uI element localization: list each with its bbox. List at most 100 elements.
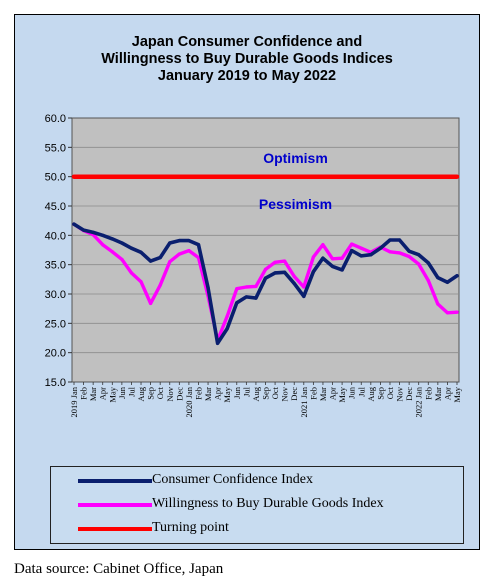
y-tick-label-0: 15.0 <box>45 377 66 389</box>
x-tick-label-34: Nov <box>395 386 405 401</box>
x-tick-label-40: May <box>452 386 462 402</box>
x-tick-label-0: 2019 Jan <box>69 386 79 417</box>
x-tick-label-28: May <box>337 386 347 402</box>
point-confidence-9 <box>158 256 162 260</box>
point-confidence-26 <box>321 256 325 260</box>
x-tick-label-37: Feb <box>423 387 433 400</box>
x-tick-label-8: Sep <box>146 387 156 400</box>
point-willingness-27 <box>330 257 335 261</box>
point-willingness-8 <box>149 301 153 305</box>
point-confidence-0 <box>72 222 76 226</box>
point-confidence-10 <box>168 241 172 245</box>
legend-label-turning-point: Turning point <box>152 520 229 535</box>
legend-swatch-turning-point <box>78 527 152 531</box>
point-confidence-36 <box>417 253 421 257</box>
x-tick-label-16: May <box>222 386 232 402</box>
point-willingness-36 <box>417 262 421 266</box>
point-confidence-33 <box>388 238 392 242</box>
point-confidence-30 <box>359 254 363 258</box>
point-willingness-23 <box>292 274 296 278</box>
point-willingness-21 <box>273 260 277 264</box>
y-tick-label-8: 55.0 <box>45 142 66 154</box>
point-willingness-39 <box>445 311 450 315</box>
y-tick-label-3: 30.0 <box>45 289 66 301</box>
x-tick-label-38: Mar <box>433 387 443 401</box>
point-willingness-4 <box>110 250 114 254</box>
x-tick-label-26: Mar <box>318 387 328 401</box>
point-confidence-14 <box>206 285 210 290</box>
x-tick-label-15: Apr <box>213 387 223 400</box>
point-confidence-22 <box>283 270 287 274</box>
x-tick-label-11: Dec <box>174 387 184 401</box>
y-tick-label-1: 20.0 <box>45 348 66 360</box>
x-tick-label-36: 2022 Jan <box>414 386 424 417</box>
annotation-pessimism: Pessimism <box>259 196 332 212</box>
point-willingness-20 <box>263 267 268 271</box>
point-confidence-15 <box>216 341 220 345</box>
point-willingness-11 <box>177 252 181 256</box>
point-confidence-2 <box>91 230 95 234</box>
point-willingness-22 <box>283 259 287 263</box>
legend-item-confidence: Consumer Confidence Index <box>51 471 463 491</box>
point-confidence-12 <box>187 239 191 243</box>
x-tick-label-19: Aug <box>251 386 261 401</box>
y-tick-label-4: 35.0 <box>45 260 66 272</box>
point-confidence-28 <box>340 268 344 272</box>
annotation-optimism: Optimism <box>263 150 328 166</box>
legend-item-willingness: Willingness to Buy Durable Goods Index <box>51 495 463 515</box>
point-confidence-21 <box>273 271 277 275</box>
point-confidence-5 <box>120 241 124 245</box>
point-confidence-8 <box>149 259 153 263</box>
point-confidence-7 <box>139 250 143 254</box>
point-confidence-40 <box>455 274 459 278</box>
point-confidence-16 <box>225 327 229 331</box>
point-willingness-13 <box>196 256 201 260</box>
point-willingness-33 <box>388 250 392 254</box>
chart-title-line-1: Japan Consumer Confidence and <box>132 34 362 50</box>
point-willingness-6 <box>129 271 134 275</box>
point-willingness-34 <box>397 251 402 255</box>
x-tick-label-3: Apr <box>98 387 108 400</box>
point-willingness-19 <box>254 284 258 288</box>
point-willingness-35 <box>407 254 411 259</box>
point-willingness-37 <box>426 278 430 283</box>
x-tick-label-13: Feb <box>193 387 203 400</box>
point-confidence-34 <box>397 238 402 242</box>
point-willingness-30 <box>359 246 363 250</box>
chart: Japan Consumer Confidence andWillingness… <box>45 34 462 417</box>
point-confidence-39 <box>445 280 450 284</box>
x-tick-label-9: Oct <box>155 386 165 399</box>
point-willingness-17 <box>235 287 239 291</box>
point-willingness-29 <box>350 242 354 246</box>
x-tick-label-32: Sep <box>375 387 385 400</box>
legend-swatch-confidence <box>78 479 152 483</box>
x-tick-label-18: Jul <box>241 386 251 397</box>
x-tick-label-31: Aug <box>366 386 376 401</box>
point-willingness-26 <box>321 243 325 247</box>
x-tick-label-33: Oct <box>385 386 395 399</box>
point-confidence-13 <box>196 243 201 247</box>
point-willingness-5 <box>120 257 124 261</box>
point-confidence-18 <box>244 295 248 299</box>
point-confidence-19 <box>254 296 258 300</box>
point-willingness-7 <box>139 280 143 284</box>
legend-label-willingness: Willingness to Buy Durable Goods Index <box>152 496 384 511</box>
x-tick-label-21: Oct <box>270 386 280 399</box>
point-willingness-28 <box>340 256 344 260</box>
point-confidence-3 <box>101 233 105 237</box>
x-tick-label-29: Jun <box>347 386 357 399</box>
x-tick-label-30: Jul <box>356 386 366 397</box>
x-tick-label-5: Jun <box>117 386 127 399</box>
x-tick-label-17: Jun <box>232 386 242 399</box>
x-tick-label-23: Dec <box>289 387 299 401</box>
data-source-note: Data source: Cabinet Office, Japan <box>14 561 224 577</box>
point-confidence-20 <box>263 276 268 280</box>
x-tick-label-2: Mar <box>88 387 98 401</box>
x-tick-label-10: Nov <box>165 386 175 401</box>
y-tick-label-5: 40.0 <box>45 230 66 242</box>
point-confidence-27 <box>330 264 335 269</box>
x-tick-label-12: 2020 Jan <box>184 386 194 417</box>
point-confidence-24 <box>302 294 306 298</box>
x-tick-label-14: Mar <box>203 387 213 401</box>
x-tick-label-6: Jul <box>126 386 136 397</box>
